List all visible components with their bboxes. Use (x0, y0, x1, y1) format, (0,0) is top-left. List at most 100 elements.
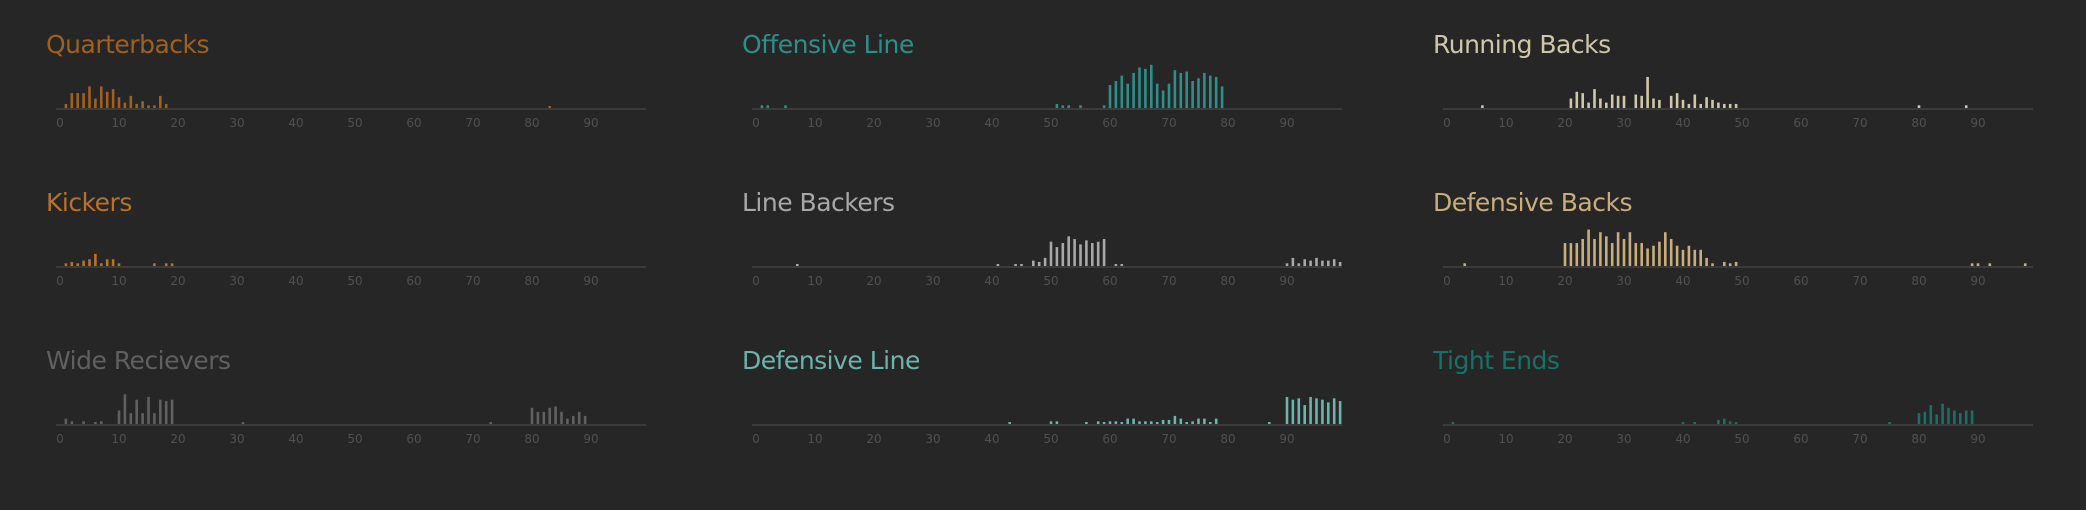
histogram-bar (135, 399, 138, 424)
panel-wide-receivers: Wide Recievers 0 10 20 30 40 50 60 70 80 90 (46, 346, 686, 496)
histogram-bar (1575, 91, 1579, 108)
histogram-bar (1285, 397, 1289, 424)
histogram-bar (577, 411, 581, 424)
histogram-bar (1055, 103, 1059, 108)
histogram-bar (105, 91, 109, 108)
histogram-bar (1214, 418, 1218, 424)
histogram-bar (1338, 401, 1342, 424)
x-tick-label: 0 (1443, 116, 1451, 130)
x-tick-label: 20 (866, 274, 881, 288)
histogram-bar (760, 105, 764, 108)
histogram-bar (135, 103, 138, 108)
x-tick-label: 0 (752, 116, 760, 130)
histogram-bar (1102, 105, 1106, 108)
x-tick-label: 70 (465, 116, 480, 130)
histogram-bar (1687, 103, 1691, 108)
x-tick-label: 70 (465, 432, 480, 446)
histogram-bar (1126, 418, 1129, 424)
histogram-bar (1185, 71, 1188, 108)
x-tick-label: 30 (1616, 116, 1631, 130)
histogram-bar (1634, 243, 1638, 266)
panel-title: Defensive Line (742, 346, 920, 375)
histogram-bar (70, 421, 74, 424)
histogram-bar (1575, 243, 1579, 266)
histogram-bar (1167, 419, 1171, 424)
panel-title: Defensive Backs (1433, 188, 1632, 217)
x-tick-label: 60 (1102, 116, 1117, 130)
x-tick-label: 0 (752, 432, 760, 446)
x-tick-label: 70 (1161, 116, 1176, 130)
histogram-bar (1605, 236, 1608, 266)
histogram-bar (111, 259, 115, 266)
panel-title: Wide Recievers (46, 346, 231, 375)
histogram-bar (1587, 229, 1590, 266)
histogram-bar (1463, 263, 1466, 266)
x-tick-label: 0 (752, 274, 760, 288)
x-axis-line (1443, 108, 2033, 110)
histogram-plot: 0 10 20 30 40 50 60 70 80 90 (752, 236, 1342, 352)
x-tick-label: 20 (170, 116, 185, 130)
x-tick-label: 80 (524, 116, 539, 130)
histogram-bar (1179, 72, 1183, 108)
histogram-plot: 0 10 20 30 40 50 60 70 80 90 (56, 86, 646, 194)
x-tick-label: 30 (229, 116, 244, 130)
histogram-bar (1628, 232, 1632, 266)
x-tick-label: 40 (1675, 116, 1690, 130)
histogram-bar (1132, 418, 1135, 424)
histogram-bar (153, 105, 156, 108)
x-tick-label: 30 (1616, 274, 1631, 288)
histogram-bar (1935, 414, 1938, 424)
histogram-bar (1616, 95, 1620, 108)
panel-title: Running Backs (1433, 30, 1611, 59)
histogram-bar (1144, 421, 1147, 424)
histogram-bar (1669, 239, 1673, 266)
x-tick-label: 20 (1557, 432, 1572, 446)
histogram-plot: 0 10 20 30 40 50 60 70 80 90 (1443, 403, 2033, 510)
histogram-bar (1114, 421, 1118, 424)
histogram-bar (548, 407, 551, 424)
histogram-bar (1061, 243, 1065, 266)
x-tick-label: 80 (1220, 432, 1235, 446)
histogram-bar (1079, 244, 1082, 266)
x-axis-line (1443, 266, 2033, 268)
histogram-svg: 0 10 20 30 40 50 60 70 80 90 (56, 86, 646, 130)
x-tick-label: 70 (1852, 432, 1867, 446)
histogram-bar (94, 98, 97, 108)
histogram-bar (1096, 241, 1100, 266)
histogram-bar (164, 401, 168, 424)
histogram-bar (1067, 236, 1070, 266)
x-tick-label: 70 (1852, 116, 1867, 130)
x-tick-label: 50 (347, 432, 362, 446)
histogram-bar (530, 407, 534, 424)
histogram-bar (241, 422, 245, 424)
x-tick-label: 90 (583, 274, 598, 288)
histogram-bar (1191, 81, 1194, 108)
x-tick-label: 50 (1734, 116, 1749, 130)
histogram-bar (1717, 102, 1720, 108)
histogram-bar (147, 397, 150, 424)
histogram-bar (996, 264, 1000, 266)
x-tick-label: 30 (925, 432, 940, 446)
histogram-bar (1723, 418, 1726, 424)
x-tick-label: 10 (1498, 116, 1513, 130)
histogram-bar (1599, 98, 1602, 108)
x-tick-label: 40 (288, 274, 303, 288)
x-tick-label: 20 (1557, 116, 1572, 130)
histogram-bar (1610, 94, 1614, 108)
x-tick-label: 80 (524, 432, 539, 446)
x-tick-label: 50 (1043, 116, 1058, 130)
histogram-bar (1658, 99, 1661, 108)
x-tick-label: 70 (1161, 274, 1176, 288)
panel-quarterbacks: Quarterbacks 0 10 20 30 40 50 60 70 80 90 (46, 30, 686, 180)
x-tick-label: 60 (406, 432, 421, 446)
x-tick-label: 90 (1279, 116, 1294, 130)
histogram-bar (1917, 105, 1921, 108)
histogram-bar (1717, 419, 1720, 424)
histogram-bar (1681, 249, 1685, 266)
histogram-bar (1658, 241, 1661, 266)
histogram-bar (1108, 85, 1112, 108)
histogram-bar (1451, 422, 1455, 424)
histogram-bar (1315, 398, 1318, 424)
histogram-bar (82, 93, 85, 108)
histogram-plot: 0 10 20 30 40 50 60 70 80 90 (1443, 229, 2033, 352)
